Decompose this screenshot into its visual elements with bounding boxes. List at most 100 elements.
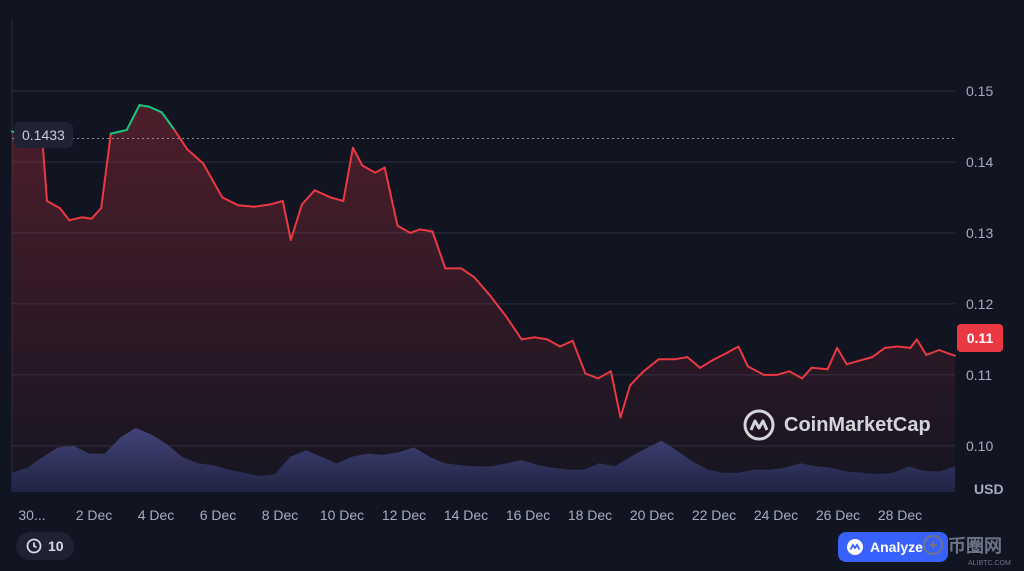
price-segment [826,346,839,371]
price-segment [383,166,399,227]
price-segment [138,104,150,108]
price-segment [909,338,918,349]
price-segment [673,356,689,361]
price-segment [90,207,103,220]
price-segment [845,359,861,366]
price-segment [58,207,71,222]
price-segment [711,352,727,361]
current-price-label: 0.11 [957,324,1003,352]
y-tick-label: 0.15 [966,83,993,99]
y-tick-label: 0.14 [966,154,993,170]
price-segment [571,339,587,375]
price-segment [81,216,93,220]
price-segment [289,203,303,241]
price-line [11,104,956,419]
price-segment [584,372,600,380]
price-segment [237,204,256,208]
price-segment [801,366,813,380]
price-segment [41,138,48,202]
price-segment [504,315,523,341]
price-segment [313,189,332,199]
analyze-icon [847,539,863,555]
price-segment [186,148,205,165]
price-segment [883,345,899,349]
price-segment [746,365,765,376]
price-segment [699,359,714,369]
coinmarketcap-logo-icon [743,409,775,441]
price-segment [418,228,434,233]
y-tick-label: 0.10 [966,438,993,454]
price-segment [686,356,702,369]
x-tick-label: 26 Dec [816,507,860,523]
price-segment [609,370,622,419]
x-tick-label: 14 Dec [444,507,488,523]
x-tick-label: 16 Dec [506,507,550,523]
x-tick-label: 2 Dec [76,507,113,523]
price-segment [361,164,377,174]
price-segment [202,162,224,199]
currency-label: USD [974,481,1004,497]
analyze-button[interactable]: Analyze [838,532,948,562]
price-segment [46,200,61,210]
site-logo-subtext: ALIBTC.COM [968,560,1011,567]
x-tick-label: 22 Dec [692,507,736,523]
site-logo-text: 币圈网 [948,536,1002,556]
y-axis: 0.15 0.14 0.13 0.12 0.11 0.10 [966,83,993,454]
price-segment [597,370,612,380]
price-segment [947,352,956,357]
x-tick-label: 4 Dec [138,507,175,523]
price-segment [409,228,421,234]
x-tick-label: 24 Dec [754,507,798,523]
price-segment [109,129,128,135]
x-tick-label: 10 Dec [320,507,364,523]
y-tick-label: 0.11 [966,367,992,383]
reference-price-label: 0.1433 [14,122,73,148]
price-segment [253,203,272,208]
price-segment [938,349,950,355]
x-tick-label: 20 Dec [630,507,674,523]
price-segment [619,384,631,419]
price-segment [472,275,491,297]
price-segment [533,336,549,341]
coinmarketcap-watermark: CoinMarketCap [742,408,931,442]
price-segment [488,294,507,317]
price-segment [858,356,874,362]
price-area [12,105,955,492]
price-segment [221,196,240,207]
x-tick-label: 28 Dec [878,507,922,523]
price-segment [100,132,112,210]
price-segment [342,146,354,202]
x-tick-label: 30... [18,507,45,523]
price-segment [173,129,189,151]
site-logo-icon [923,535,943,555]
x-axis: 30... 2 Dec 4 Dec 6 Dec 8 Dec 10 Dec 12 Dec 14 … [18,507,922,523]
site-logo: 币圈网 [922,532,1002,558]
x-tick-label: 18 Dec [568,507,612,523]
price-area-fill [12,105,955,492]
y-tick-label: 0.12 [966,296,993,312]
price-segment [896,345,912,349]
history-button-label: 10 [48,538,64,554]
price-segment [460,267,475,278]
price-segment [269,200,284,206]
price-segment [836,346,848,366]
history-button[interactable]: 10 [16,532,74,560]
x-tick-label: 12 Dec [382,507,426,523]
y-tick-label: 0.13 [966,225,993,241]
price-segment [351,146,364,167]
price-segment [915,338,928,356]
price-segment [431,230,447,270]
price-segment [300,189,316,206]
price-segment [281,200,292,241]
price-segment [546,338,561,348]
price-segment [775,370,791,376]
analyze-button-label: Analyze [870,539,923,555]
price-segment [160,111,176,131]
price-segment [125,104,141,131]
price-segment [788,370,804,380]
x-tick-label: 6 Dec [200,507,237,523]
price-segment [148,105,163,114]
price-segment [641,358,660,373]
price-segment [724,345,740,355]
price-segment [737,345,749,368]
